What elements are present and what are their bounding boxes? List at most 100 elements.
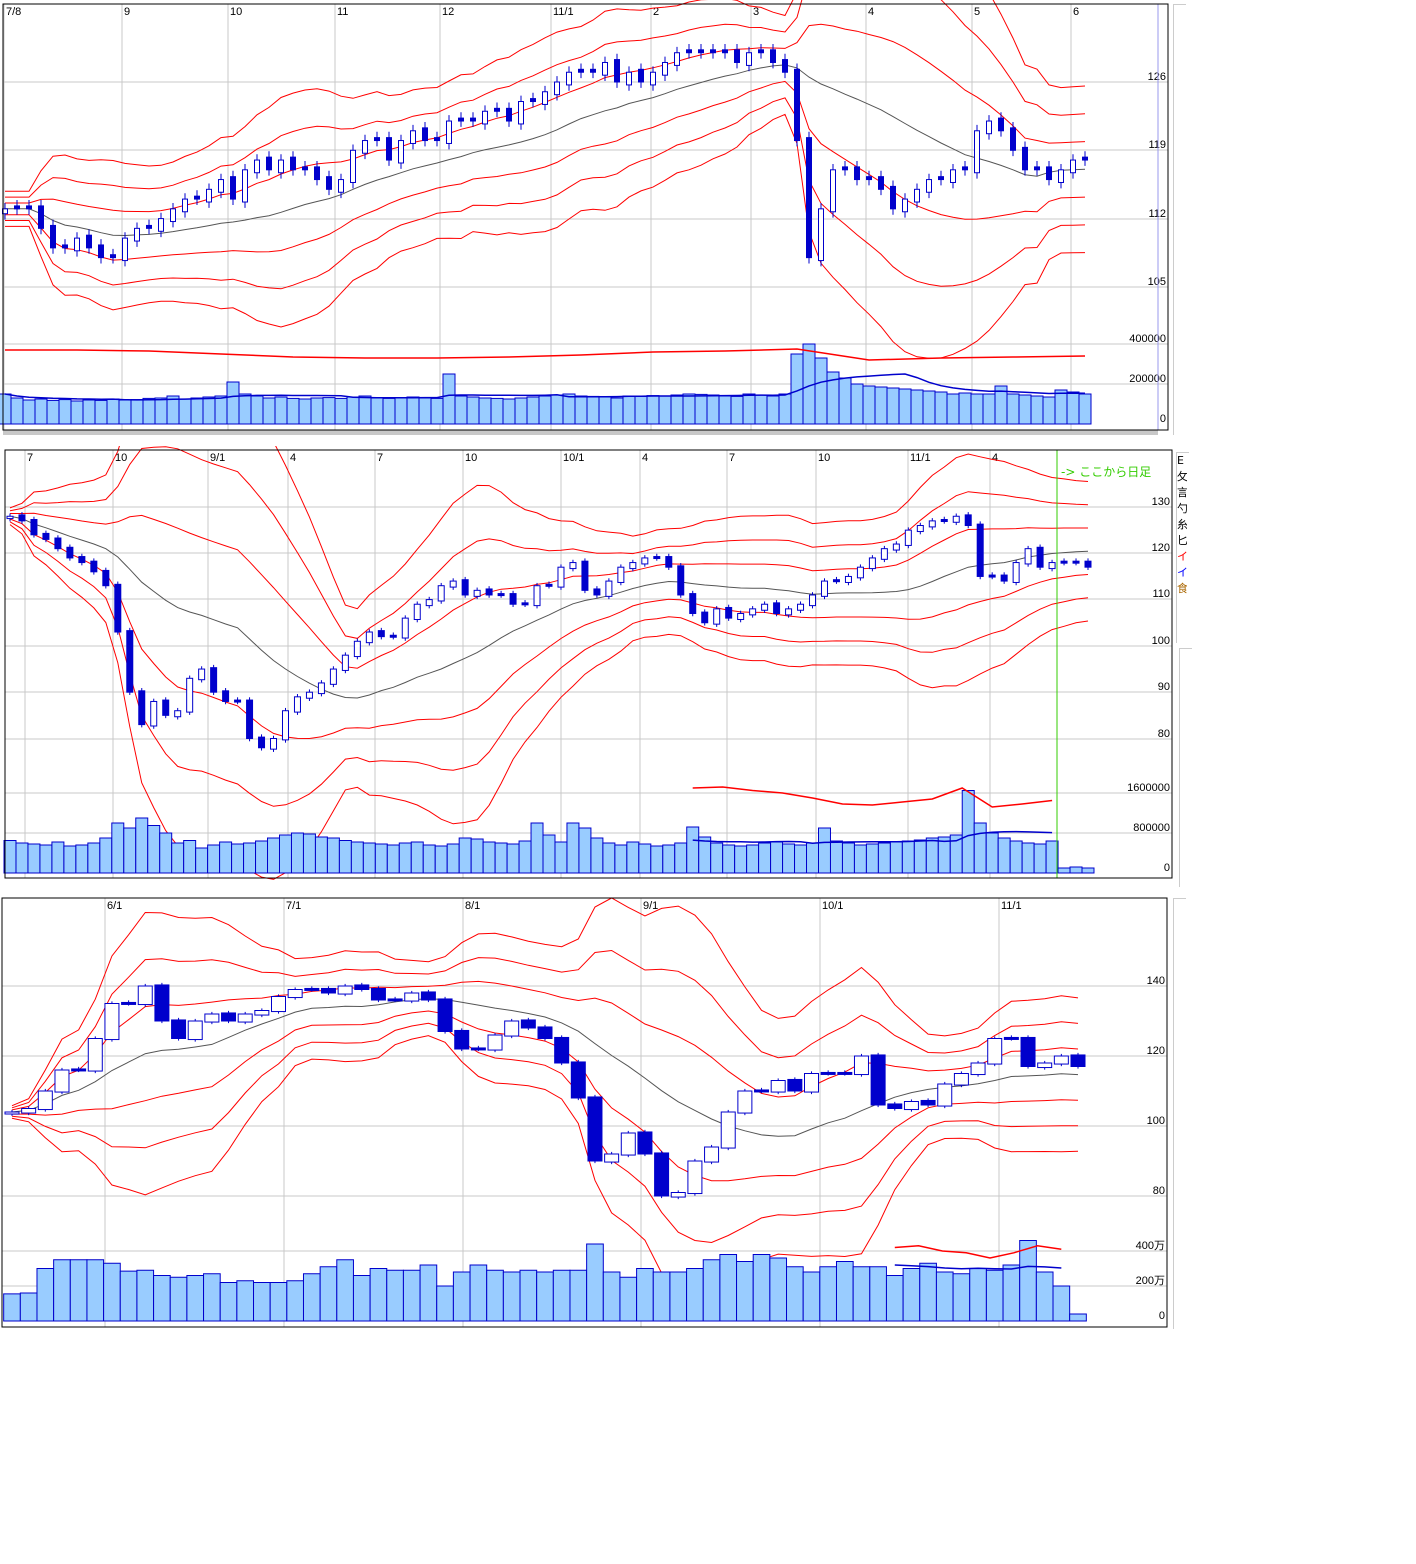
- volume-bar: [267, 837, 280, 874]
- volume-bar: [752, 1254, 771, 1322]
- x-tick-label: 12: [442, 6, 454, 18]
- volume-bar: [94, 399, 108, 425]
- candlestick: [701, 611, 709, 624]
- volume-bar: [186, 1275, 205, 1322]
- volume-bar: [626, 841, 640, 874]
- bollinger-band-line: [5, 0, 1086, 198]
- candlestick: [737, 1090, 753, 1114]
- candlestick: [410, 130, 416, 144]
- chart-svg: 7/8 9 10 11 12 11/1 2 3 4 5 6 126 119 112 105 400000 200…: [0, 0, 1169, 435]
- volume-bar: [362, 842, 376, 874]
- volume-bar: [236, 1280, 255, 1322]
- volume-bar: [969, 1268, 987, 1322]
- volume-bar: [338, 840, 352, 874]
- candlestick: [854, 166, 860, 181]
- x-tick-label: 6/1: [107, 900, 122, 912]
- volume-bar: [452, 1271, 471, 1322]
- x-tick-label: 8/1: [465, 900, 480, 912]
- candlestick: [734, 49, 740, 63]
- price-tick-label: 100: [1147, 1115, 1165, 1127]
- volume-bar: [169, 1276, 188, 1322]
- volume-bar: [269, 1282, 288, 1322]
- volume-bar: [370, 397, 384, 425]
- bollinger-band-line: [9, 518, 1089, 740]
- volume-bar: [46, 399, 60, 425]
- candlestick: [587, 1096, 603, 1162]
- volume-bar: [877, 842, 891, 874]
- volume-bar: [1069, 1313, 1087, 1322]
- candlestick: [749, 608, 757, 616]
- volume-bar: [243, 842, 257, 874]
- candlestick: [54, 1069, 70, 1093]
- volume-bar: [147, 825, 161, 874]
- volume-bar: [103, 1262, 121, 1322]
- volume-bar: [502, 398, 516, 425]
- volume-bar: [865, 843, 879, 874]
- candlestick: [670, 1192, 686, 1198]
- candlestick: [637, 1131, 653, 1155]
- volume-bar: [253, 1282, 271, 1322]
- candlestick: [1058, 169, 1064, 183]
- bottom-chart-panel: 6/1 7/1 8/1 9/1 10/1 11/1 140 120 100 80 400万 200万 0: [0, 894, 1172, 1334]
- volume-bar: [782, 843, 796, 874]
- horizontal-scrollbar[interactable]: [3, 430, 1158, 435]
- volume-bar: [386, 844, 400, 874]
- candlestick: [785, 608, 793, 616]
- volume-bar: [841, 842, 855, 874]
- candlestick: [187, 1020, 203, 1041]
- candlestick: [916, 525, 924, 533]
- candlestick: [182, 198, 188, 213]
- volume-bar: [519, 1269, 538, 1322]
- candlestick: [74, 237, 80, 252]
- volume-bar: [119, 1270, 138, 1322]
- candlestick: [470, 1047, 486, 1051]
- candlestick: [54, 537, 62, 550]
- candlestick: [804, 1073, 819, 1093]
- volume-bar: [734, 845, 748, 874]
- candlestick: [114, 583, 122, 633]
- volume-bar: [769, 1257, 788, 1322]
- volume-bar: [219, 841, 233, 874]
- volume-bar: [69, 1259, 88, 1322]
- volume-bar: [722, 844, 736, 874]
- bollinger-band-line: [9, 524, 1089, 880]
- candlestick: [880, 548, 888, 560]
- x-tick-label: 7/8: [6, 6, 21, 18]
- candlestick: [914, 188, 920, 203]
- candlestick: [626, 71, 632, 86]
- candlestick: [1022, 146, 1028, 171]
- bollinger-band-line: [11, 1035, 1079, 1307]
- volume-bar: [634, 395, 648, 425]
- candlestick: [287, 989, 303, 999]
- candlestick: [662, 61, 668, 76]
- right-info-sidebar-middle-lower: [1179, 648, 1192, 887]
- candlestick: [953, 1073, 969, 1086]
- volume-bar: [997, 837, 1011, 874]
- volume-bar: [19, 1292, 38, 1322]
- candlestick: [281, 710, 289, 741]
- volume-bar: [75, 844, 89, 874]
- volume-bar: [937, 836, 951, 874]
- volume-bar: [482, 841, 496, 874]
- candlestick: [602, 61, 608, 76]
- candlestick: [1046, 166, 1052, 181]
- candlestick: [1060, 560, 1068, 564]
- candlestick: [964, 514, 972, 527]
- volume-bar: [619, 1276, 638, 1322]
- candlestick: [830, 169, 836, 213]
- candlestick: [290, 156, 296, 171]
- candlestick: [570, 1061, 586, 1099]
- price-tick-label: 112: [1148, 208, 1166, 220]
- candlestick: [350, 149, 356, 183]
- volume-bar: [638, 843, 652, 874]
- x-tick-label: 10: [818, 452, 830, 464]
- daily-bars-start-label: -> ここから日足: [1061, 465, 1152, 479]
- candlestick: [653, 556, 661, 560]
- candlestick: [1000, 574, 1008, 582]
- candlestick: [722, 49, 728, 54]
- candlestick: [329, 668, 337, 685]
- volume-bar: [298, 398, 312, 425]
- volume-bar: [352, 1275, 371, 1322]
- candlestick: [557, 566, 565, 588]
- volume-tick-label: 400万: [1136, 1240, 1165, 1252]
